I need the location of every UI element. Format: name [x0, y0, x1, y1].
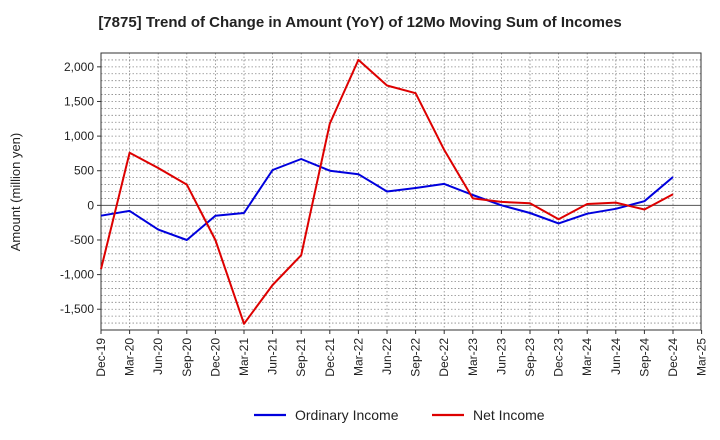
- x-tick-label: Jun-20: [151, 338, 165, 375]
- y-axis-label: Amount (million yen): [8, 133, 23, 252]
- x-tick-labels: Dec-19 Mar-20 Jun-20 Sep-20 Dec-20 Mar-21 Jun-…: [94, 338, 709, 377]
- axes: [97, 52, 703, 334]
- y-tick-label: 0: [87, 198, 94, 212]
- x-tick-label: Sep-22: [409, 338, 423, 377]
- x-tick-label: Dec-20: [208, 338, 222, 377]
- x-tick-label: Jun-22: [380, 338, 394, 375]
- legend-label: Ordinary Income: [295, 407, 399, 423]
- series-line-ordinary-income: [100, 158, 674, 241]
- x-tick-label: Dec-19: [94, 338, 108, 377]
- plot-frame: [100, 52, 702, 331]
- y-tick-label: -1,500: [60, 302, 94, 316]
- y-tick-labels: -1,500 -1,000 -500 0 500 1,000 1,500 2,000: [60, 60, 94, 316]
- y-tick-label: 1,500: [64, 94, 94, 108]
- chart-title: [7875] Trend of Change in Amount (YoY) o…: [98, 14, 622, 31]
- y-tick-label: -500: [70, 233, 94, 247]
- x-tick-label: Sep-24: [637, 338, 651, 377]
- x-tick-label: Dec-24: [666, 338, 680, 377]
- x-tick-label: Dec-23: [552, 338, 566, 377]
- legend: Ordinary Income Net Income: [254, 407, 545, 423]
- series-line-net-income: [100, 58, 674, 325]
- y-tick-label: 2,000: [64, 60, 94, 74]
- x-tick-label: Mar-20: [123, 338, 137, 376]
- legend-label: Net Income: [473, 407, 545, 423]
- x-tick-label: Jun-24: [609, 338, 623, 375]
- y-tick-label: 500: [74, 164, 94, 178]
- x-tick-label: Mar-25: [695, 338, 709, 376]
- plot-background: [101, 53, 701, 330]
- x-tick-label: Jun-23: [494, 338, 508, 375]
- x-tick-label: Mar-21: [237, 338, 251, 376]
- x-tick-label: Mar-24: [580, 338, 594, 376]
- y-tick-label: 1,000: [64, 129, 94, 143]
- series-layer: [100, 58, 674, 325]
- x-tick-label: Mar-23: [466, 338, 480, 376]
- x-tick-label: Mar-22: [351, 338, 365, 376]
- x-tick-label: Dec-21: [323, 338, 337, 377]
- x-tick-label: Sep-20: [180, 338, 194, 377]
- x-tick-label: Jun-21: [266, 338, 280, 375]
- gridlines: [101, 53, 701, 330]
- x-tick-label: Dec-22: [437, 338, 451, 377]
- y-tick-label: -1,000: [60, 268, 94, 282]
- x-tick-label: Sep-21: [294, 338, 308, 377]
- x-tick-label: Sep-23: [523, 338, 537, 377]
- plot-area: [101, 53, 701, 330]
